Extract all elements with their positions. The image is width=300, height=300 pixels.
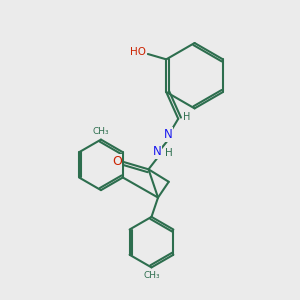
- Text: H: H: [183, 112, 190, 122]
- Text: CH₃: CH₃: [93, 127, 109, 136]
- Text: H: H: [165, 148, 172, 158]
- Text: HO: HO: [130, 47, 146, 57]
- Text: CH₃: CH₃: [143, 271, 160, 280]
- Text: O: O: [112, 155, 122, 168]
- Text: N: N: [164, 128, 172, 141]
- Text: N: N: [153, 145, 161, 158]
